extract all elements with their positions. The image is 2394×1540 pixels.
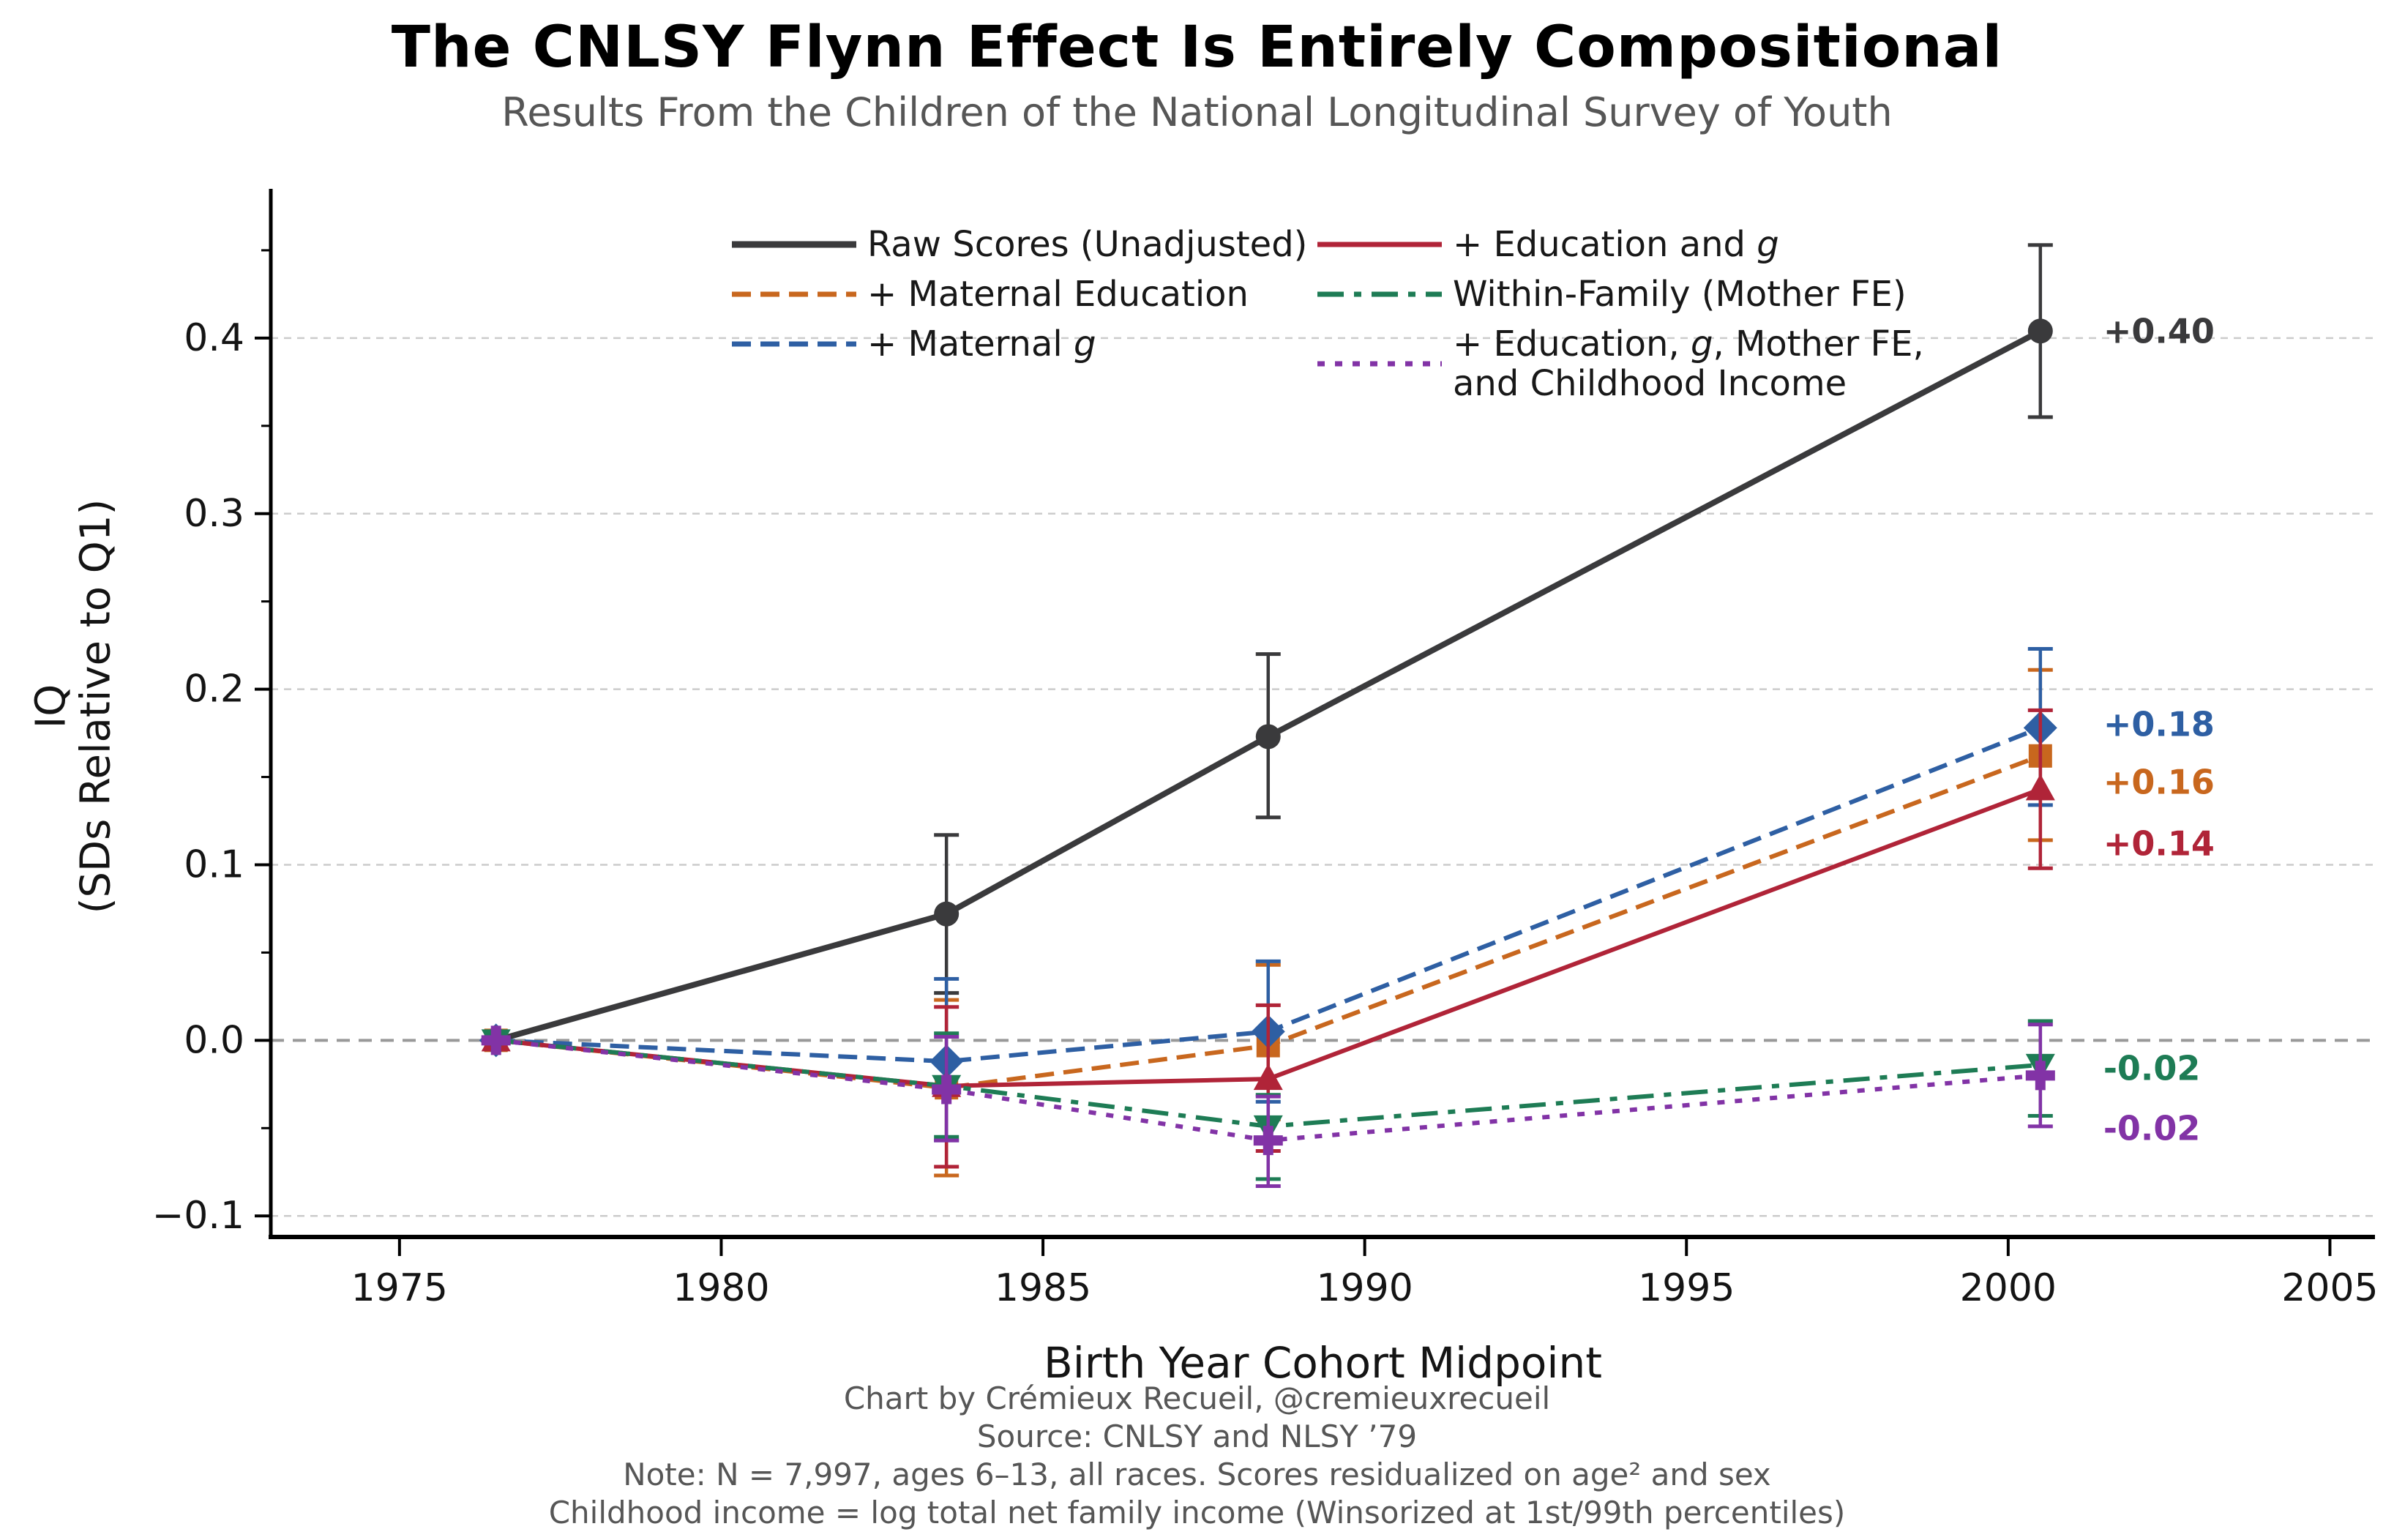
series-full-model xyxy=(481,1023,2055,1188)
svg-text:1985: 1985 xyxy=(995,1266,1091,1310)
end-value-labels: +0.40 +0.16 +0.18 +0.14 -0.02 -0.02 xyxy=(2103,311,2215,1148)
svg-text:+ Education, g, Mother FE,: + Education, g, Mother FE, xyxy=(1453,324,1924,365)
svg-text:0.2: 0.2 xyxy=(184,668,244,711)
svg-text:Within-Family (Mother FE): Within-Family (Mother FE) xyxy=(1453,274,1907,315)
svg-text:1995: 1995 xyxy=(1638,1266,1735,1310)
svg-text:0.1: 0.1 xyxy=(184,842,244,886)
x-axis-label: Birth Year Cohort Midpoint xyxy=(1044,1338,1602,1388)
y-axis-label-line2: (SDs Relative to Q1) xyxy=(72,499,120,914)
source-line: Source: CNLSY and NLSY ’79 xyxy=(976,1418,1418,1454)
y-axis-label-line1: IQ xyxy=(28,684,75,729)
end-label-within-family: -0.02 xyxy=(2103,1049,2201,1088)
gridlines xyxy=(271,337,2375,1217)
legend-item-maternal-g: + Maternal g xyxy=(732,324,1096,365)
svg-text:2005: 2005 xyxy=(2281,1266,2378,1310)
note-line: Note: N = 7,997, ages 6–13, all races. S… xyxy=(623,1457,1771,1492)
end-label-maternal-education: +0.16 xyxy=(2103,763,2215,802)
svg-text:−0.1: −0.1 xyxy=(152,1194,244,1238)
legend-item-raw: Raw Scores (Unadjusted) xyxy=(732,224,1307,265)
end-label-raw: +0.40 xyxy=(2103,311,2215,351)
axes: 0.4 0.3 0.2 0.1 0.0 −0.1 1975 1980 1985 1990 1995 2… xyxy=(152,189,2379,1310)
credit-line: Chart by Crémieux Recueil, @cremieuxrecu… xyxy=(843,1380,1551,1416)
svg-text:2000: 2000 xyxy=(1960,1266,2057,1310)
chart-subtitle: Results From the Children of the Nationa… xyxy=(501,89,1893,135)
svg-text:1980: 1980 xyxy=(673,1266,769,1310)
svg-text:1990: 1990 xyxy=(1316,1266,1413,1310)
end-label-maternal-g: +0.18 xyxy=(2103,705,2215,744)
end-label-education-and-g: +0.14 xyxy=(2103,824,2215,864)
series-line xyxy=(495,1038,2041,1143)
axis-labels: Birth Year Cohort Midpoint IQ(SDs Relativ… xyxy=(28,499,1603,1388)
legend-item-within-family: Within-Family (Mother FE) xyxy=(1317,274,1907,315)
svg-text:Raw Scores (Unadjusted): Raw Scores (Unadjusted) xyxy=(867,224,1307,265)
series-line xyxy=(495,1038,2041,1129)
legend-item-maternal-education: + Maternal Education xyxy=(732,274,1249,315)
series-line xyxy=(495,753,2041,1091)
series-line xyxy=(495,725,2041,1064)
svg-text:0.3: 0.3 xyxy=(184,492,244,536)
svg-text:0.0: 0.0 xyxy=(184,1018,244,1062)
legend: Raw Scores (Unadjusted) + Maternal Educat… xyxy=(732,224,1924,404)
svg-text:0.4: 0.4 xyxy=(184,316,244,360)
svg-text:+ Maternal g: + Maternal g xyxy=(867,324,1096,365)
legend-item-full-model: + Education, g, Mother FE,and Childhood … xyxy=(1317,324,1924,404)
svg-text:+ Maternal Education: + Maternal Education xyxy=(867,274,1249,315)
svg-text:1975: 1975 xyxy=(351,1266,448,1310)
end-label-full-model: -0.02 xyxy=(2103,1108,2201,1148)
chart-title: The CNLSY Flynn Effect Is Entirely Compo… xyxy=(391,15,2003,81)
series-line xyxy=(495,328,2042,1044)
svg-text:+ Education and g: + Education and g xyxy=(1453,224,1779,265)
income-note-line: Childhood income = log total net family … xyxy=(548,1495,1846,1530)
svg-text:and Childhood Income: and Childhood Income xyxy=(1453,363,1847,404)
legend-item-education-and-g: + Education and g xyxy=(1317,224,1779,265)
